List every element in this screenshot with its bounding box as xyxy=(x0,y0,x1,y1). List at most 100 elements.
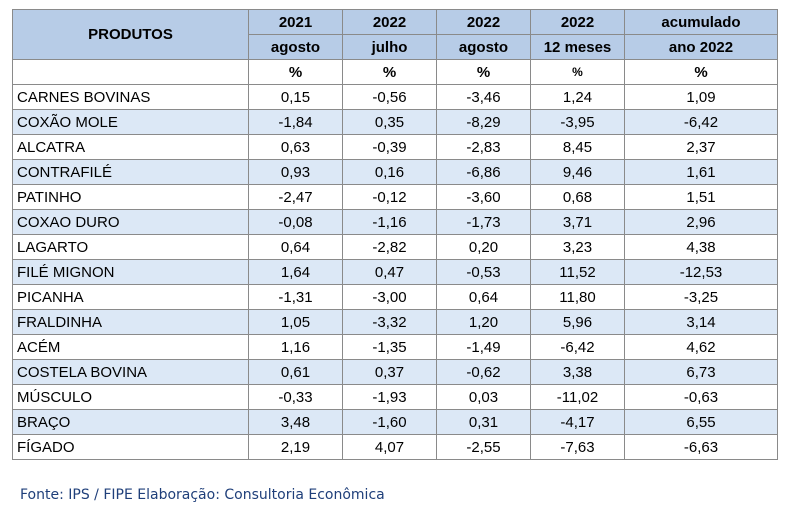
value-cell: 6,73 xyxy=(624,359,778,385)
header-row-years: PRODUTOS 2021 2022 2022 2022 acumulado xyxy=(12,9,778,60)
table-row: COXÃO MOLE -1,84 0,35 -8,29 -3,95 -6,42 xyxy=(12,109,778,135)
value-cell: 1,20 xyxy=(436,309,531,335)
value-cell: -0,62 xyxy=(436,359,531,385)
table-row: ACÉM 1,16 -1,35 -1,49 -6,42 4,62 xyxy=(12,334,778,360)
product-name: BRAÇO xyxy=(12,409,249,435)
product-name: COSTELA BOVINA xyxy=(12,359,249,385)
value-cell: 3,38 xyxy=(530,359,625,385)
value-cell: 1,64 xyxy=(248,259,343,285)
column-year: 2022 xyxy=(342,9,437,35)
value-cell: 8,45 xyxy=(530,134,625,160)
column-unit: % xyxy=(248,59,343,85)
value-cell: 1,09 xyxy=(624,84,778,110)
product-name: ACÉM xyxy=(12,334,249,360)
column-unit: % xyxy=(530,59,625,85)
value-cell: -8,29 xyxy=(436,109,531,135)
header-row-units: % % % % % xyxy=(12,59,778,85)
table-row: FILÉ MIGNON 1,64 0,47 -0,53 11,52 -12,53 xyxy=(12,259,778,285)
value-cell: -0,33 xyxy=(248,384,343,410)
column-period: julho xyxy=(342,34,437,60)
value-cell: -0,12 xyxy=(342,184,437,210)
value-cell: -2,55 xyxy=(436,434,531,460)
value-cell: -1,93 xyxy=(342,384,437,410)
value-cell: 2,19 xyxy=(248,434,343,460)
value-cell: 0,47 xyxy=(342,259,437,285)
value-cell: 2,37 xyxy=(624,134,778,160)
value-cell: -1,60 xyxy=(342,409,437,435)
table-row: BRAÇO 3,48 -1,60 0,31 -4,17 6,55 xyxy=(12,409,778,435)
value-cell: -3,25 xyxy=(624,284,778,310)
value-cell: -2,82 xyxy=(342,234,437,260)
column-period: ano 2022 xyxy=(624,34,778,60)
value-cell: -2,83 xyxy=(436,134,531,160)
value-cell: 3,48 xyxy=(248,409,343,435)
value-cell: 1,51 xyxy=(624,184,778,210)
value-cell: 1,24 xyxy=(530,84,625,110)
value-cell: 5,96 xyxy=(530,309,625,335)
table-row: MÚSCULO -0,33 -1,93 0,03 -11,02 -0,63 xyxy=(12,384,778,410)
value-cell: -1,16 xyxy=(342,209,437,235)
product-name: CARNES BOVINAS xyxy=(12,84,249,110)
value-cell: -0,08 xyxy=(248,209,343,235)
value-cell: -3,60 xyxy=(436,184,531,210)
value-cell: -3,00 xyxy=(342,284,437,310)
value-cell: 0,03 xyxy=(436,384,531,410)
value-cell: 4,07 xyxy=(342,434,437,460)
value-cell: -6,42 xyxy=(624,109,778,135)
value-cell: 0,63 xyxy=(248,134,343,160)
value-cell: -6,63 xyxy=(624,434,778,460)
value-cell: -0,56 xyxy=(342,84,437,110)
product-name: COXÃO MOLE xyxy=(12,109,249,135)
value-cell: 0,16 xyxy=(342,159,437,185)
price-table: PRODUTOS 2021 2022 2022 2022 acumulado a… xyxy=(12,9,778,460)
product-name: ALCATRA xyxy=(12,134,249,160)
value-cell: 3,23 xyxy=(530,234,625,260)
value-cell: 3,14 xyxy=(624,309,778,335)
value-cell: -0,63 xyxy=(624,384,778,410)
product-name: COXAO DURO xyxy=(12,209,249,235)
value-cell: -11,02 xyxy=(530,384,625,410)
value-cell: -1,49 xyxy=(436,334,531,360)
product-name: PICANHA xyxy=(12,284,249,310)
column-period: agosto xyxy=(436,34,531,60)
value-cell: 1,16 xyxy=(248,334,343,360)
value-cell: 4,62 xyxy=(624,334,778,360)
value-cell: -6,86 xyxy=(436,159,531,185)
product-name: FÍGADO xyxy=(12,434,249,460)
table-row: PATINHO -2,47 -0,12 -3,60 0,68 1,51 xyxy=(12,184,778,210)
value-cell: 0,93 xyxy=(248,159,343,185)
value-cell: -1,84 xyxy=(248,109,343,135)
table-row: CARNES BOVINAS 0,15 -0,56 -3,46 1,24 1,09 xyxy=(12,84,778,110)
product-name: FILÉ MIGNON xyxy=(12,259,249,285)
value-cell: 0,61 xyxy=(248,359,343,385)
units-blank-cell xyxy=(12,59,249,85)
value-cell: 0,15 xyxy=(248,84,343,110)
value-cell: 0,64 xyxy=(248,234,343,260)
column-year: 2021 xyxy=(248,9,343,35)
value-cell: 6,55 xyxy=(624,409,778,435)
products-header: PRODUTOS xyxy=(12,9,249,60)
column-year: 2022 xyxy=(436,9,531,35)
value-cell: 0,68 xyxy=(530,184,625,210)
value-cell: 1,61 xyxy=(624,159,778,185)
value-cell: 0,64 xyxy=(436,284,531,310)
value-cell: 4,38 xyxy=(624,234,778,260)
value-cell: 0,35 xyxy=(342,109,437,135)
column-unit: % xyxy=(624,59,778,85)
product-name: FRALDINHA xyxy=(12,309,249,335)
value-cell: 11,52 xyxy=(530,259,625,285)
table-row: LAGARTO 0,64 -2,82 0,20 3,23 4,38 xyxy=(12,234,778,260)
value-cell: 0,31 xyxy=(436,409,531,435)
value-cell: -1,35 xyxy=(342,334,437,360)
value-cell: 1,05 xyxy=(248,309,343,335)
value-cell: 0,20 xyxy=(436,234,531,260)
value-cell: -3,46 xyxy=(436,84,531,110)
column-period: agosto xyxy=(248,34,343,60)
value-cell: -7,63 xyxy=(530,434,625,460)
column-year: 2022 xyxy=(530,9,625,35)
table-body: CARNES BOVINAS 0,15 -0,56 -3,46 1,24 1,09 COXÃ… xyxy=(12,84,778,460)
value-cell: 9,46 xyxy=(530,159,625,185)
table-row: COXAO DURO -0,08 -1,16 -1,73 3,71 2,96 xyxy=(12,209,778,235)
table-row: PICANHA -1,31 -3,00 0,64 11,80 -3,25 xyxy=(12,284,778,310)
value-cell: -3,32 xyxy=(342,309,437,335)
